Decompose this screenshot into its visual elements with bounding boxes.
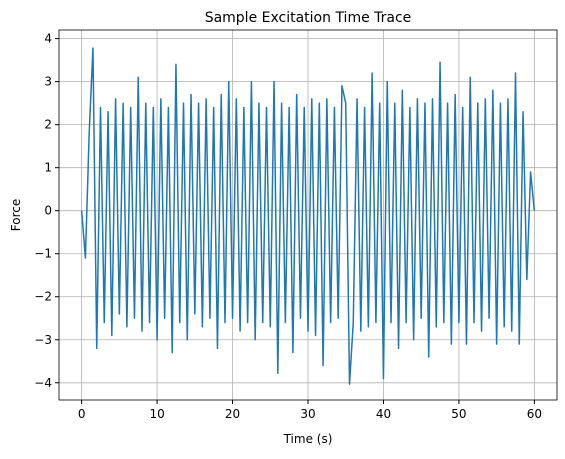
x-tick-label: 40 bbox=[376, 407, 391, 421]
y-tick-label: −1 bbox=[34, 247, 52, 261]
y-tick-label: −4 bbox=[34, 376, 52, 390]
x-axis-label: Time (s) bbox=[283, 432, 333, 446]
data-line bbox=[80, 47, 536, 385]
x-tick-label: 60 bbox=[527, 407, 542, 421]
y-tick-label: 4 bbox=[44, 32, 52, 46]
x-tick-label: 0 bbox=[78, 407, 86, 421]
y-tick-label: 0 bbox=[44, 204, 52, 218]
x-tick-label: 50 bbox=[451, 407, 466, 421]
y-tick-label: −2 bbox=[34, 290, 52, 304]
x-tick-label: 10 bbox=[149, 407, 164, 421]
x-tick-label: 20 bbox=[225, 407, 240, 421]
y-tick-label: 1 bbox=[44, 161, 52, 175]
plot-frame bbox=[58, 29, 558, 401]
chart-title: Sample Excitation Time Trace bbox=[205, 10, 412, 26]
x-tick-label: 30 bbox=[300, 407, 315, 421]
y-tick-label: −3 bbox=[34, 333, 52, 347]
y-axis-label: Force bbox=[9, 199, 23, 231]
y-tick-label: 2 bbox=[44, 118, 52, 132]
y-tick-label: 3 bbox=[44, 75, 52, 89]
